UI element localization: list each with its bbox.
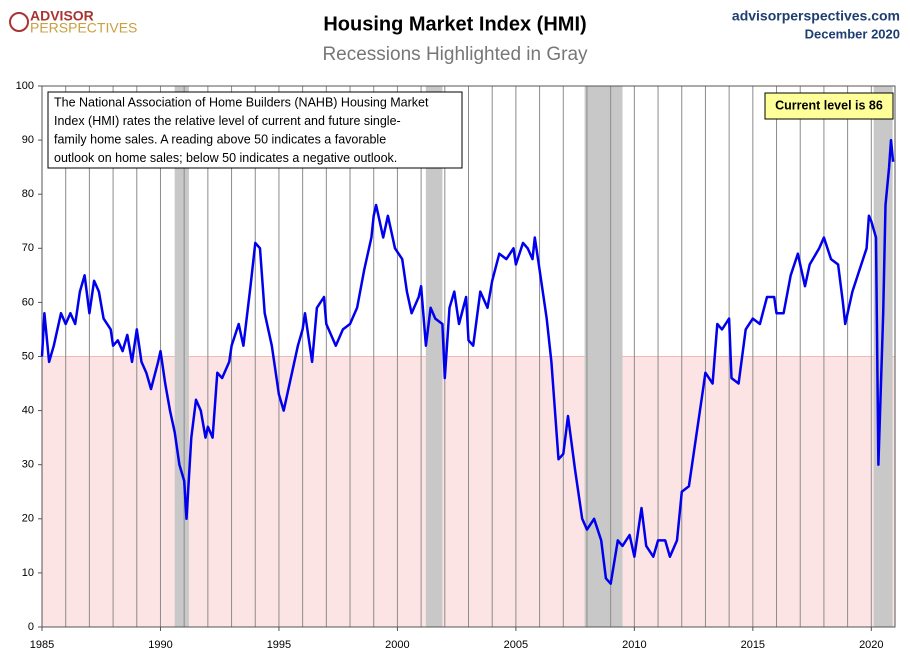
chart-title: Housing Market Index (HMI) — [323, 13, 586, 35]
callout-text: Current level is 86 — [775, 98, 883, 112]
note-text: The National Association of Home Builder… — [54, 95, 429, 109]
note-text: family home sales. A reading above 50 in… — [54, 132, 386, 146]
recession — [584, 86, 623, 627]
y-tick-label: 30 — [22, 459, 34, 471]
y-tick-label: 80 — [22, 188, 34, 200]
x-tick-label: 2015 — [741, 639, 765, 651]
x-tick-label: 2010 — [622, 639, 646, 651]
date: December 2020 — [805, 26, 900, 41]
y-tick-label: 90 — [22, 134, 34, 146]
y-tick-label: 20 — [22, 513, 34, 525]
note-text: Index (HMI) rates the relative level of … — [54, 114, 401, 128]
logo: ADVISOR — [30, 8, 94, 24]
logo: PERSPECTIVES — [30, 20, 137, 36]
chart-subtitle: Recessions Highlighted in Gray — [322, 44, 588, 65]
x-tick-label: 2000 — [385, 639, 409, 651]
recession — [425, 86, 443, 627]
note-text: outlook on home sales; below 50 indicate… — [54, 151, 397, 165]
y-tick-label: 60 — [22, 296, 34, 308]
x-tick-label: 1990 — [148, 639, 172, 651]
logo-icon — [9, 12, 29, 32]
y-tick-label: 10 — [22, 567, 34, 579]
callout-box — [764, 92, 894, 120]
source: advisorperspectives.com — [732, 8, 900, 24]
y-tick-label: 40 — [22, 405, 34, 417]
x-tick-label: 2020 — [859, 639, 883, 651]
x-tick-label: 2005 — [504, 639, 528, 651]
y-tick-label: 0 — [28, 621, 34, 633]
y-tick-label: 100 — [16, 80, 34, 92]
y-tick-label: 70 — [22, 242, 34, 254]
x-tick-label: 1985 — [30, 639, 54, 651]
x-tick-label: 1995 — [267, 639, 291, 651]
recession — [873, 86, 893, 627]
y-tick-label: 50 — [22, 350, 34, 362]
line-series — [40, 138, 895, 585]
note-box — [47, 91, 463, 169]
